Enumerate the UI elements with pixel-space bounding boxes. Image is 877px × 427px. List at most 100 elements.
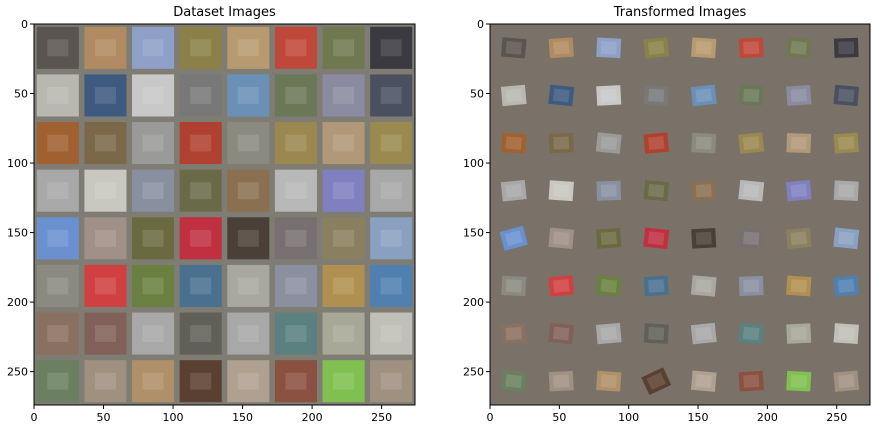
right-image-tile — [833, 323, 859, 345]
left-image-tile-highlight — [285, 277, 307, 295]
left-y-tick-label: 150 — [7, 227, 28, 240]
left-image-tile — [370, 217, 413, 260]
right-image-tile-highlight — [790, 88, 807, 103]
left-image-tile-highlight — [142, 325, 164, 342]
left-image-tile-highlight — [285, 229, 307, 247]
right-image-tile — [499, 225, 528, 251]
right-image-tile — [643, 323, 669, 344]
right-y-tick-label: 200 — [463, 296, 484, 309]
left-image-tile — [322, 26, 365, 69]
right-image-tile-highlight — [790, 374, 807, 388]
right-image-tile — [501, 132, 527, 154]
right-image-tile — [643, 84, 669, 106]
right-image-tile — [500, 370, 527, 393]
right-image-tile — [596, 37, 622, 59]
right-image-tile-highlight — [743, 88, 760, 103]
right-x-tick-label: 0 — [487, 411, 494, 424]
right-image-tile-highlight — [695, 88, 713, 103]
right-image-tile-highlight — [647, 40, 665, 55]
right-image-tile — [691, 132, 717, 154]
left-image-tile-highlight — [94, 39, 116, 57]
left-image-tile-highlight — [142, 277, 164, 295]
left-image-tile-highlight — [94, 87, 116, 104]
right-image-tile-highlight — [790, 40, 808, 55]
left-image-tile-highlight — [190, 134, 212, 152]
right-image-tile — [690, 370, 717, 392]
left-image-tile — [179, 360, 222, 403]
right-image-tile — [833, 180, 859, 201]
right-y-tick-label: 150 — [463, 227, 484, 240]
right-image-tile-highlight — [838, 374, 855, 389]
right-image-tile — [833, 227, 860, 250]
right-image-tile — [548, 322, 575, 345]
right-image-tile — [596, 227, 622, 249]
left-image-tile-highlight — [142, 87, 164, 104]
left-image-tile — [370, 74, 413, 117]
right-x-tick-label: 150 — [688, 411, 709, 424]
left-image-tile-highlight — [142, 39, 164, 57]
right-image-tile-highlight — [600, 41, 617, 55]
left-image-tile-highlight — [380, 39, 402, 57]
right-image-tile — [691, 180, 717, 202]
left-x-tick-label: 150 — [232, 411, 253, 424]
left-image-tile — [84, 74, 127, 117]
right-image-tile-highlight — [790, 326, 807, 341]
left-image-tile — [84, 312, 127, 355]
left-image-tile-highlight — [47, 372, 69, 390]
left-image-tile-highlight — [380, 87, 402, 104]
left-image-tile — [84, 217, 127, 260]
right-image-tile-highlight — [742, 183, 760, 198]
right-image-tile-highlight — [505, 374, 523, 389]
left-x-tick-label: 250 — [371, 411, 392, 424]
left-image-tile — [179, 26, 222, 69]
left-image-tile-highlight — [333, 182, 355, 200]
left-image-tile-highlight — [285, 325, 307, 342]
left-image-tile — [322, 312, 365, 355]
left-image-tile-highlight — [285, 87, 307, 104]
right-image-tile-highlight — [553, 231, 570, 246]
left-image-tile — [274, 74, 317, 117]
left-panel-title: Dataset Images — [173, 5, 276, 20]
left-image-tile-highlight — [237, 182, 259, 200]
left-x-tick-label: 100 — [163, 411, 184, 424]
left-y-tick-label: 50 — [14, 88, 28, 101]
right-image-tile-highlight — [505, 279, 522, 293]
right-image-tile-highlight — [648, 183, 665, 198]
left-image-tile — [132, 122, 175, 165]
right-image-tile — [501, 323, 527, 345]
left-y-tick-label: 200 — [7, 296, 28, 309]
right-x-tick-label: 100 — [618, 411, 639, 424]
right-image-tile-highlight — [600, 184, 617, 198]
left-image-tile — [322, 217, 365, 260]
left-image-tile-highlight — [333, 87, 355, 104]
right-image-tile-highlight — [743, 231, 760, 246]
right-image-tile-highlight — [695, 231, 712, 245]
left-image-tile-highlight — [47, 39, 69, 57]
left-image-tile — [227, 26, 270, 69]
left-image-tile-highlight — [142, 134, 164, 152]
right-image-tile-highlight — [838, 41, 855, 55]
left-image-tile-highlight — [190, 182, 212, 200]
right-image-tile-highlight — [838, 326, 855, 341]
left-image-tile-highlight — [285, 372, 307, 390]
left-image-tile — [179, 122, 222, 165]
right-image-tile-highlight — [648, 136, 665, 150]
left-image-tile — [179, 74, 222, 117]
right-image-tile — [548, 84, 575, 107]
left-image-tile — [36, 122, 79, 165]
left-image-tile-highlight — [237, 229, 259, 247]
right-image-tile-highlight — [743, 326, 760, 341]
left-image-tile-highlight — [94, 277, 116, 295]
right-image-tile — [738, 275, 764, 297]
right-image-tile — [786, 132, 812, 154]
right-image-tile-highlight — [648, 279, 665, 293]
left-x-tick-label: 200 — [302, 411, 323, 424]
left-image-tile-highlight — [333, 277, 355, 295]
left-image-tile — [227, 169, 270, 212]
left-image-tile-highlight — [190, 39, 212, 57]
right-image-tile — [643, 227, 670, 250]
left-image-tile — [84, 360, 127, 403]
right-image-tile — [833, 37, 859, 58]
right-image-tile-highlight — [600, 231, 617, 246]
